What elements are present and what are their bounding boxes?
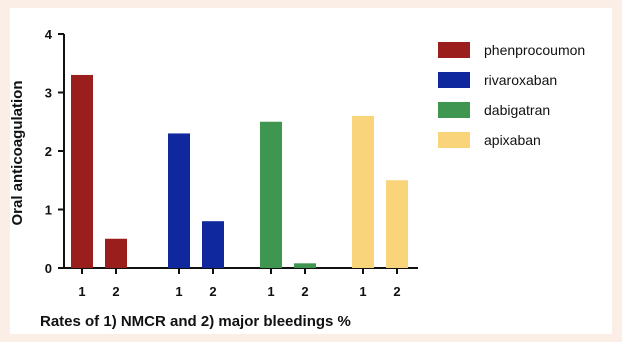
bar-rivaroxaban-2 <box>202 221 224 268</box>
legend-swatch-apixaban <box>438 132 470 148</box>
x-tick-label: 2 <box>393 284 400 299</box>
y-tick-labels: 0 1 2 3 4 <box>45 27 53 276</box>
y-tick-label: 4 <box>45 27 53 42</box>
y-axis-label: Oral anticoagulation <box>9 80 26 225</box>
legend-label-rivaroxaban: rivaroxaban <box>484 72 557 88</box>
legend-swatch-rivaroxaban <box>438 72 470 88</box>
bar-dabigatran-1 <box>260 121 282 268</box>
y-tick-label: 2 <box>45 144 52 159</box>
legend-label-dabigatran: dabigatran <box>484 102 550 118</box>
legend: phenprocoumon rivaroxaban dabigatran apixab… <box>438 42 585 148</box>
chart-panel <box>10 8 612 334</box>
x-tick-label: 1 <box>267 284 274 299</box>
chart-bars <box>71 74 408 269</box>
bar-phenprocoumon-2 <box>105 238 127 268</box>
x-tick-label: 1 <box>175 284 182 299</box>
legend-label-apixaban: apixaban <box>484 132 541 148</box>
x-tick-label: 2 <box>112 284 119 299</box>
y-tick-label: 0 <box>45 261 52 276</box>
legend-swatch-dabigatran <box>438 102 470 118</box>
bar-dabigatran-2 <box>294 263 316 268</box>
legend-swatch-phenprocoumon <box>438 42 470 58</box>
x-tick-label: 2 <box>301 284 308 299</box>
bar-apixaban-1 <box>352 115 374 269</box>
x-axis-label: Rates of 1) NMCR and 2) major bleedings … <box>40 313 351 330</box>
bar-apixaban-2 <box>386 180 408 268</box>
x-tick-label: 1 <box>359 284 366 299</box>
y-tick-label: 1 <box>45 203 52 218</box>
y-tick-label: 3 <box>45 86 52 101</box>
legend-label-phenprocoumon: phenprocoumon <box>484 42 585 58</box>
bar-phenprocoumon-1 <box>71 74 93 268</box>
x-tick-label: 2 <box>209 284 216 299</box>
x-tick-labels: 1 2 1 2 1 2 1 2 <box>78 284 400 299</box>
x-tick-label: 1 <box>78 284 85 299</box>
bar-rivaroxaban-1 <box>168 133 190 268</box>
